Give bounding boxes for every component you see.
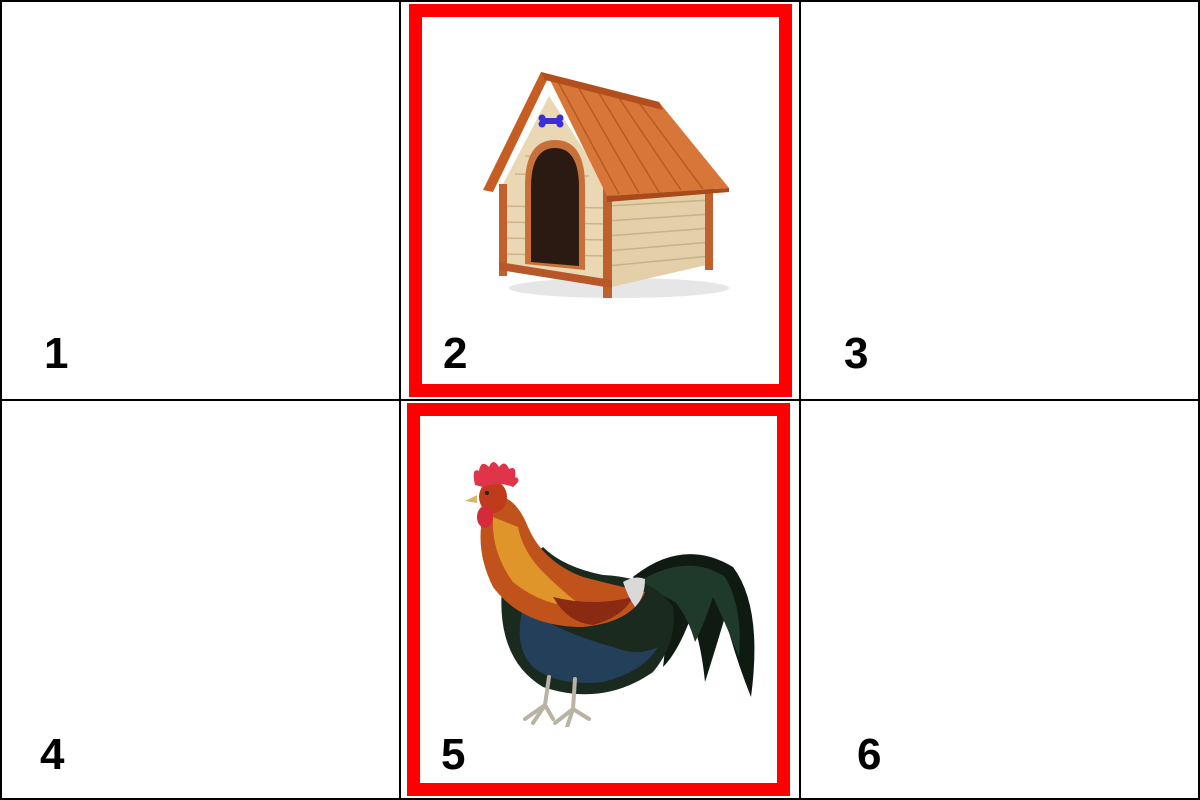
cell-number: 6 — [857, 730, 882, 779]
grid-cell-6[interactable]: 6 — [801, 401, 1198, 798]
cell-number: 3 — [844, 329, 869, 378]
grid-divider-vertical-1 — [399, 0, 401, 800]
grid-cell-4[interactable]: 4 — [2, 401, 399, 798]
cell-number: 5 — [441, 730, 466, 779]
grid-cell-5[interactable]: 5 — [401, 401, 799, 798]
grid-divider-vertical-2 — [799, 0, 801, 800]
grid-cell-3[interactable]: 3 — [801, 2, 1198, 399]
cell-number: 1 — [44, 329, 69, 378]
grid-cell-1[interactable]: 1 — [2, 2, 399, 399]
grid-border-bottom — [0, 798, 1200, 800]
grid-cell-2[interactable]: 2 — [401, 2, 799, 399]
dog-house-image — [483, 72, 729, 298]
grid-border-top — [0, 0, 1200, 2]
cell-number: 4 — [40, 730, 65, 779]
cell-number: 2 — [443, 329, 468, 378]
rooster-image — [465, 462, 755, 727]
selection-frame — [409, 4, 792, 397]
grid-divider-horizontal — [0, 399, 1200, 401]
selection-frame — [407, 403, 790, 796]
